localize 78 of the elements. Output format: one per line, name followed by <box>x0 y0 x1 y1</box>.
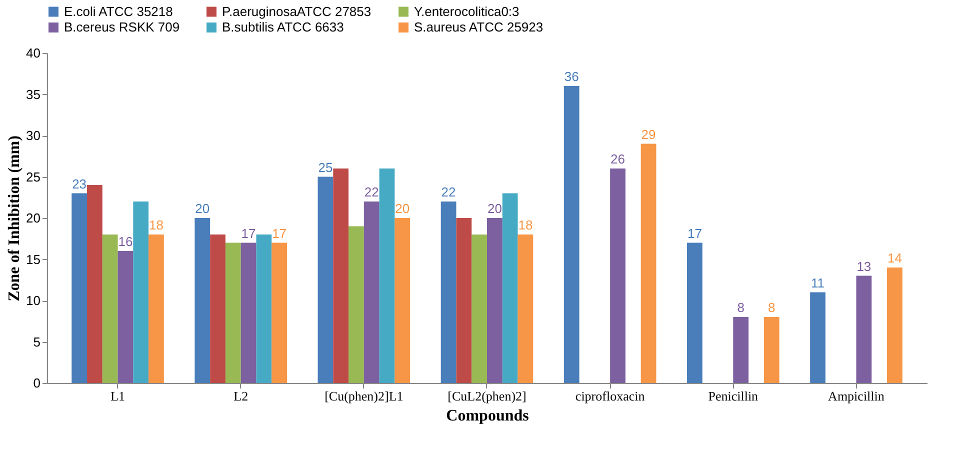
data-label: 18 <box>518 218 533 232</box>
bar <box>487 218 502 383</box>
bar <box>348 226 364 383</box>
data-label: 29 <box>641 126 656 142</box>
y-tick-label: 20 <box>26 210 40 226</box>
bar <box>887 268 902 383</box>
x-tick-label: Ampicillin <box>828 388 885 404</box>
y-tick-label: 40 <box>26 46 40 60</box>
data-label: 13 <box>856 258 872 274</box>
y-tick-label: 10 <box>26 293 40 308</box>
y-tick-label: 15 <box>26 252 40 267</box>
data-label: 8 <box>768 300 776 315</box>
data-label: 17 <box>272 226 287 241</box>
data-label: 14 <box>887 250 902 266</box>
bar <box>272 242 287 383</box>
bar <box>133 202 149 383</box>
y-tick-label: 25 <box>26 169 40 184</box>
data-label: 20 <box>395 201 410 216</box>
bar <box>256 234 272 383</box>
data-label: 18 <box>148 218 164 232</box>
bar <box>225 242 241 383</box>
legend-label: E.coli ATCC 35218 <box>64 4 173 19</box>
legend-label: P.aeruginosaATCC 27853 <box>222 4 372 19</box>
x-tick-label: L2 <box>234 388 248 404</box>
bar <box>856 276 872 383</box>
y-tick-label: 35 <box>26 86 40 102</box>
data-label: 16 <box>118 234 133 249</box>
data-label: 26 <box>610 152 626 166</box>
bar <box>379 168 395 383</box>
bar <box>148 234 164 383</box>
data-label: 22 <box>364 184 379 200</box>
bar <box>610 168 626 383</box>
legend-label: Y.enterocolitica0:3 <box>414 4 520 19</box>
legend-label: B.cereus RSKK 709 <box>64 20 180 34</box>
bar <box>118 251 134 383</box>
data-label: 17 <box>687 226 702 241</box>
x-axis-title: Compounds <box>446 408 529 424</box>
bar <box>502 193 518 383</box>
legend-label: S.aureus ATCC 25923 <box>414 20 544 34</box>
y-tick-label: 0 <box>33 376 40 390</box>
data-label: 17 <box>241 226 256 241</box>
x-tick-label: ciprofloxacin <box>575 388 646 404</box>
data-label: 22 <box>441 184 456 200</box>
bar <box>72 193 87 383</box>
bar <box>102 234 118 383</box>
bar <box>194 218 210 383</box>
bar <box>810 292 826 383</box>
bar <box>87 185 102 383</box>
y-axis-title: Zone of Inhibition (mm) <box>6 136 24 302</box>
bar <box>764 317 780 383</box>
bar <box>364 202 380 383</box>
x-tick-label: Penicillin <box>708 388 759 404</box>
data-label: 23 <box>72 176 87 192</box>
bar <box>240 242 256 383</box>
bar <box>440 202 456 383</box>
data-label: 20 <box>195 201 210 216</box>
bar <box>210 234 226 383</box>
bar <box>518 234 534 383</box>
data-label: 20 <box>487 201 502 216</box>
y-tick-label: 30 <box>26 128 40 143</box>
bar <box>733 317 749 383</box>
bar <box>333 168 349 383</box>
data-label: 8 <box>737 300 744 315</box>
bar <box>640 144 656 383</box>
data-label: 11 <box>811 275 825 290</box>
data-label: 25 <box>318 160 333 175</box>
legend-label: B.subtilis ATCC 6633 <box>222 20 344 34</box>
bar <box>318 176 334 383</box>
bar <box>456 218 472 383</box>
x-tick-label: L1 <box>110 388 125 404</box>
bar <box>687 242 702 383</box>
bar <box>394 218 410 383</box>
x-tick-label: [CuL2(phen)2] <box>448 388 526 404</box>
data-label: 36 <box>564 69 579 84</box>
bar <box>564 86 580 383</box>
bar <box>472 234 487 383</box>
x-tick-label: [Cu(phen)2]L1 <box>324 388 404 404</box>
y-tick-label: 5 <box>33 334 40 350</box>
